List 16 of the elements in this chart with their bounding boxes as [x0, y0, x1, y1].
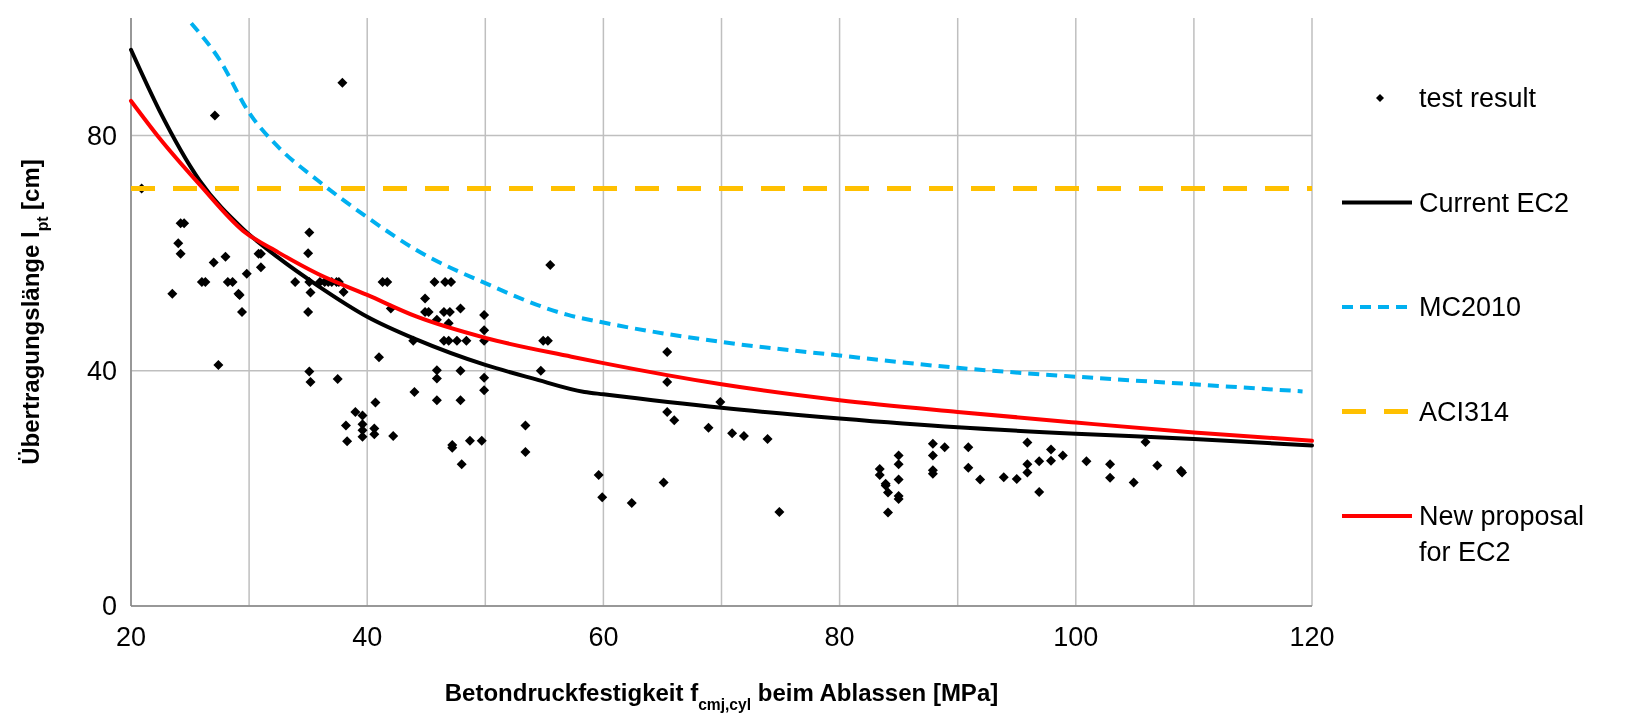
y-tick-label: 80	[86, 121, 117, 152]
legend-label: Current EC2	[1419, 187, 1570, 218]
legend-label: New proposal for EC2	[1419, 501, 1585, 567]
x-tick-label: 120	[1289, 622, 1335, 652]
legend-label: MC2010	[1419, 292, 1522, 323]
x-tick-label: 60	[588, 622, 619, 652]
legend-label: ACI314	[1419, 396, 1510, 427]
x-tick-label: 40	[352, 622, 383, 652]
line-series	[189, 21, 1305, 394]
x-tick-label: 100	[1053, 622, 1099, 652]
x-axis-title: Betondruckfestigkeit f$_{cmj,cyl}$ beim Ablassen [MPa]	[444, 679, 999, 713]
x-tick-label: 20	[115, 622, 147, 652]
x-tick-label: 80	[824, 622, 855, 652]
y-tick-label: 0	[101, 591, 117, 622]
y-tick-label: 40	[86, 356, 117, 387]
legend-label: test result	[1419, 83, 1537, 114]
